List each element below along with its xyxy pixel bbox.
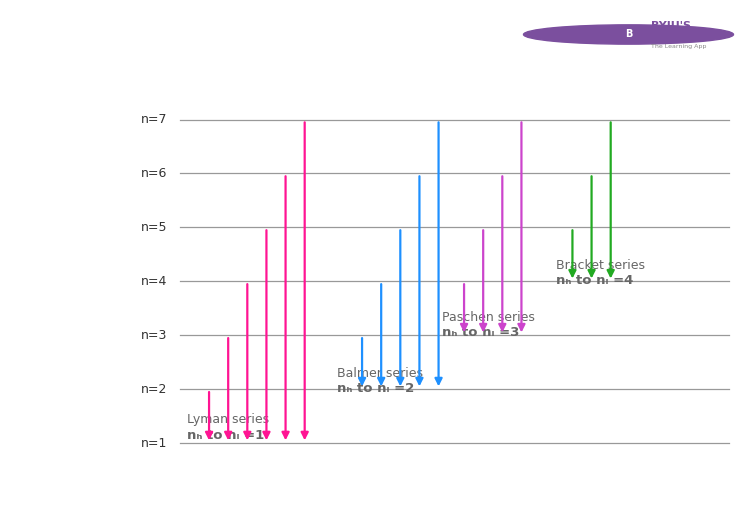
Text: n=1: n=1 <box>141 437 168 450</box>
Text: nₕ to nₗ =4: nₕ to nₗ =4 <box>556 274 634 287</box>
Text: nₕ to nₗ =1: nₕ to nₗ =1 <box>187 429 264 442</box>
Text: Balmer series: Balmer series <box>337 366 422 380</box>
FancyBboxPatch shape <box>596 4 750 65</box>
Text: n=6: n=6 <box>141 167 168 180</box>
Text: n=4: n=4 <box>141 275 168 288</box>
Text: The Learning App: The Learning App <box>651 44 706 50</box>
Text: Paschen series: Paschen series <box>442 311 535 324</box>
Text: nₕ to nₗ =3: nₕ to nₗ =3 <box>442 326 519 339</box>
Text: n=3: n=3 <box>141 329 168 342</box>
Text: n=5: n=5 <box>141 221 168 234</box>
Text: n=2: n=2 <box>141 383 168 396</box>
Text: Lyman series: Lyman series <box>187 413 268 427</box>
Circle shape <box>524 25 734 44</box>
Text: B: B <box>625 30 632 39</box>
Text: Bracket series: Bracket series <box>556 259 646 272</box>
Text: BYJU'S: BYJU'S <box>651 21 691 31</box>
Text: ELECTRON TRANSITIONS FOR THE HYDROGEN ATOM: ELECTRON TRANSITIONS FOR THE HYDROGEN AT… <box>19 25 590 44</box>
Text: n=7: n=7 <box>141 113 168 126</box>
Text: nₕ to nₗ =2: nₕ to nₗ =2 <box>337 382 414 394</box>
